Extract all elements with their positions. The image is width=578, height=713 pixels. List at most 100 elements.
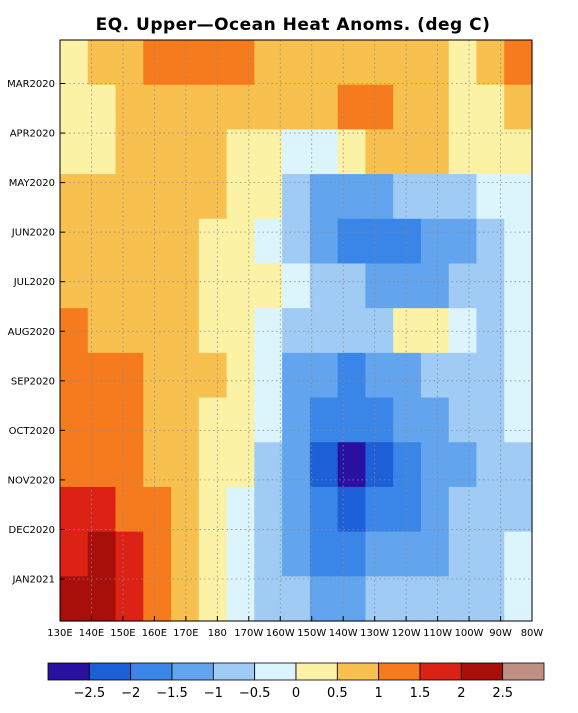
heatmap-cell-3-14 (448, 174, 478, 220)
colorbar-tick-label: 2.5 (492, 686, 513, 701)
x-tick-label: 110W (423, 628, 452, 639)
heatmap-cell-5-3 (143, 263, 172, 309)
heatmap-cell-4-6 (226, 218, 255, 265)
colorbar-swatch-6 (295, 662, 338, 681)
heatmap-cell-6-6 (226, 308, 255, 354)
heatmap-cell-11-10 (337, 531, 367, 577)
heatmap-cell-6-4 (171, 308, 200, 354)
heatmap-cell-8-4 (171, 397, 200, 443)
heatmap-cell-1-13 (420, 84, 450, 130)
heatmap-cell-9-2 (115, 442, 144, 488)
heatmap-cell-3-12 (393, 174, 422, 220)
heatmap-cell-11-11 (365, 531, 394, 577)
heatmap-cell-1-1 (87, 84, 117, 130)
x-tick-label: 170W (234, 628, 263, 639)
colorbar-swatch-0 (47, 662, 90, 681)
heatmap-cell-10-9 (309, 486, 339, 533)
heatmap-cell-8-3 (143, 397, 172, 443)
heatmap-cell-9-10 (337, 442, 367, 488)
heatmap-cell-11-12 (393, 531, 422, 577)
heatmap-cell-8-8 (282, 397, 311, 443)
heatmap-cell-4-12 (393, 218, 422, 265)
heatmap-cell-5-12 (393, 263, 422, 309)
heatmap-cell-4-9 (309, 218, 339, 265)
colorbar-swatch-11 (502, 662, 545, 681)
heatmap-cell-11-9 (309, 531, 339, 577)
colorbar-tick-label: −2 (121, 686, 140, 701)
colorbar-swatch-4 (212, 662, 256, 681)
heatmap-cell-10-14 (448, 486, 478, 533)
heatmap-cell-9-7 (254, 442, 283, 488)
heatmap-cell-3-5 (198, 174, 228, 220)
y-tick-label: OCT2020 (9, 426, 55, 437)
heatmap-cell-12-7 (254, 576, 283, 622)
heatmap-cell-10-1 (87, 486, 117, 533)
heatmap-cell-12-13 (420, 576, 450, 622)
colorbar-swatch-1 (88, 662, 132, 681)
heatmap-cell-6-12 (393, 308, 422, 354)
heatmap-cell-8-9 (309, 397, 339, 443)
colorbar-tick-label: 2 (457, 686, 465, 701)
heatmap-cell-7-12 (393, 352, 422, 399)
colorbar-tick-label: 1 (375, 686, 383, 701)
heatmap-cell-8-7 (254, 397, 283, 443)
heatmap-cell-10-8 (282, 486, 311, 533)
heatmap-cell-3-3 (143, 174, 172, 220)
heatmap-cell-9-11 (365, 442, 394, 488)
heatmap-cell-4-3 (143, 218, 172, 265)
heatmap-cell-1-8 (282, 84, 311, 130)
y-tick-label: DEC2020 (9, 525, 55, 536)
heatmap-cell-11-14 (448, 531, 478, 577)
heatmap-cell-11-3 (143, 531, 172, 577)
heatmap-cell-1-0 (60, 84, 89, 130)
heatmap-cell-12-0 (60, 576, 89, 622)
heatmap-cell-1-11 (365, 84, 394, 130)
heatmap-cell-9-1 (87, 442, 117, 488)
heatmap-cell-10-15 (476, 486, 505, 533)
heatmap-cell-12-14 (448, 576, 478, 622)
x-tick-label: 90W (489, 628, 512, 639)
heatmap-cell-7-7 (254, 352, 283, 399)
heatmap-cell-2-6 (226, 129, 255, 175)
heatmap-cell-11-8 (282, 531, 311, 577)
heatmap-cell-10-3 (143, 486, 172, 533)
heatmap-cell-12-10 (337, 576, 367, 622)
heatmap-cell-8-11 (365, 397, 394, 443)
heatmap-cell-1-6 (226, 84, 255, 130)
heatmap-cell-1-3 (143, 84, 172, 130)
heatmap-cell-7-8 (282, 352, 311, 399)
heatmap-cell-3-10 (337, 174, 367, 220)
heatmap-cell-0-1 (87, 40, 117, 86)
heatmap-cell-5-6 (226, 263, 255, 309)
heatmap-cell-2-9 (309, 129, 339, 175)
heatmap-cell-3-11 (365, 174, 394, 220)
heatmap-cell-7-9 (309, 352, 339, 399)
heatmap-cell-0-12 (393, 40, 422, 86)
heatmap-cell-12-8 (282, 576, 311, 622)
heatmap-cell-1-10 (337, 84, 367, 130)
heatmap-cell-0-11 (365, 40, 394, 86)
heatmap-cell-6-15 (476, 308, 505, 354)
heatmap-cell-2-3 (143, 129, 172, 175)
heatmap-cell-7-10 (337, 352, 367, 399)
heatmap-cell-6-2 (115, 308, 144, 354)
heatmap-cell-7-6 (226, 352, 255, 399)
x-tick-label: 120W (392, 628, 421, 639)
heatmap-cell-5-1 (87, 263, 117, 309)
y-tick-label: APR2020 (10, 129, 55, 140)
heatmap-cell-0-8 (282, 40, 311, 86)
heatmap-cell-6-3 (143, 308, 172, 354)
heatmap-cell-5-0 (60, 263, 89, 309)
heatmap-cell-3-9 (309, 174, 339, 220)
heatmap-cell-5-9 (309, 263, 339, 309)
heatmap-cell-12-11 (365, 576, 394, 622)
y-tick-label: JUN2020 (11, 228, 55, 239)
heatmap-cell-4-2 (115, 218, 144, 265)
heatmap-cell-5-7 (254, 263, 283, 309)
heatmap-cell-5-13 (420, 263, 450, 309)
heatmap-cell-7-5 (198, 352, 228, 399)
colorbar-tick-label: −1.5 (156, 686, 188, 701)
heatmap-cell-6-13 (420, 308, 450, 354)
heatmap-cell-8-14 (448, 397, 478, 443)
